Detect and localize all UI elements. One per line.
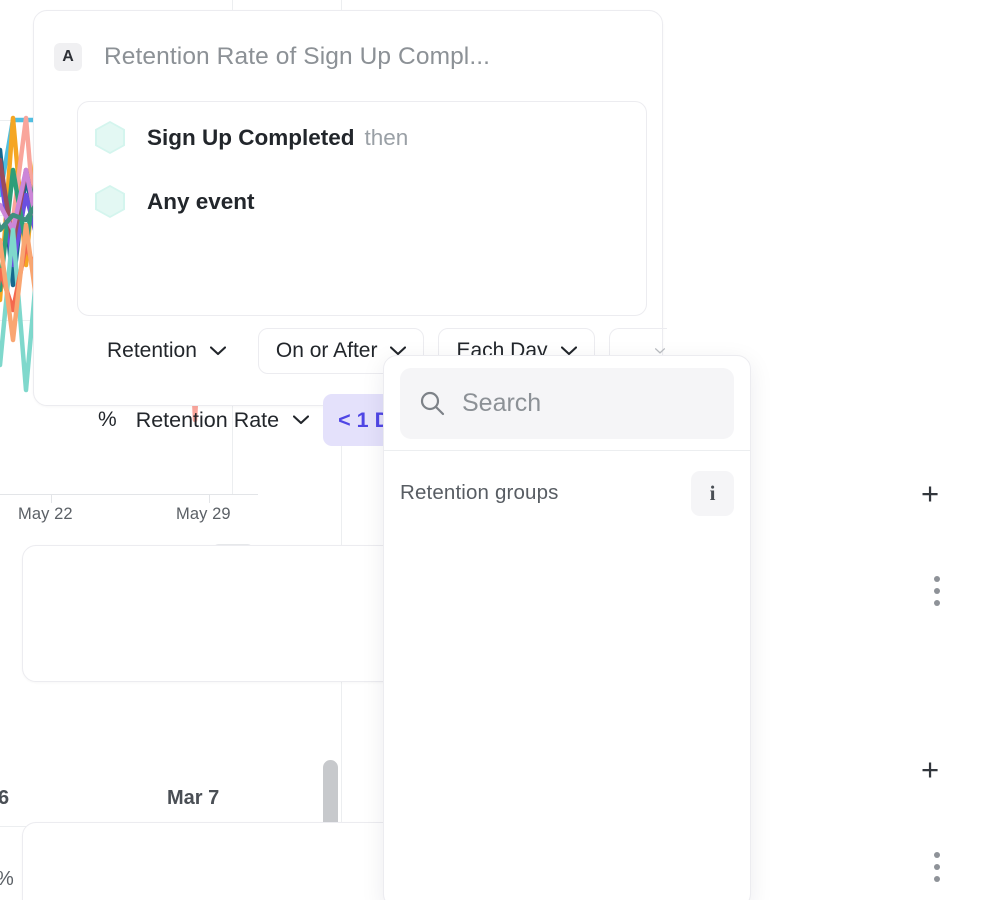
dropdown-group-label: Retention groups xyxy=(400,481,559,504)
x-axis-label-0: May 22 xyxy=(18,505,73,523)
dropdown-search-row xyxy=(384,356,750,451)
chevron-down-icon[interactable] xyxy=(293,415,310,425)
x-axis-label-1: May 29 xyxy=(176,505,231,523)
event-row-1[interactable]: Any event xyxy=(95,185,255,218)
card-b-more-options-button[interactable] xyxy=(926,576,948,606)
event-name-1[interactable]: Any event xyxy=(147,188,255,214)
card-c-more-options-button[interactable] xyxy=(926,852,948,882)
card-a-query-builder: Sign Up Completed then Any event Retenti… xyxy=(77,101,667,446)
event-connector-0: then xyxy=(364,124,409,150)
table-cell-partial: % xyxy=(0,868,14,891)
chevron-down-icon xyxy=(560,346,577,356)
add-query-button[interactable]: + xyxy=(920,476,940,511)
chevron-down-icon xyxy=(654,346,665,356)
search-box[interactable] xyxy=(400,367,734,439)
metric-name-label[interactable]: Retention Rate xyxy=(135,407,280,432)
panel-divider xyxy=(341,0,342,900)
table-header-cell-partial: 6 xyxy=(0,787,10,809)
add-query-button[interactable]: + xyxy=(920,752,940,787)
query-card-a: A Retention Rate of Sign Up Compl... Sig… xyxy=(33,10,667,446)
percent-icon: % xyxy=(98,408,117,431)
search-icon xyxy=(418,389,446,417)
retention-group-dropdown: Retention groups i < 1 Day Day 1 Day 2 D… xyxy=(383,355,751,900)
chevron-down-icon xyxy=(390,346,407,356)
chip-on-or-after-label: On or After xyxy=(275,339,378,362)
chip-retention-type[interactable]: Retention xyxy=(89,328,244,374)
dropdown-group-header: Retention groups i xyxy=(384,451,750,535)
hexagon-event-icon xyxy=(95,185,125,218)
chip-retention-type-label: Retention xyxy=(107,339,197,362)
table-header-row xyxy=(0,775,320,827)
event-name-0[interactable]: Sign Up Completed xyxy=(147,124,355,150)
hexagon-event-icon xyxy=(95,121,125,154)
card-a-title[interactable]: Retention Rate of Sign Up Compl... xyxy=(104,43,491,70)
event-row-0[interactable]: Sign Up Completed then xyxy=(95,121,408,154)
table-header-cell-date: Mar 7 xyxy=(167,787,220,809)
step-letter-badge: A xyxy=(54,43,82,71)
search-input[interactable] xyxy=(462,388,715,418)
card-a-header[interactable]: A Retention Rate of Sign Up Compl... xyxy=(34,11,662,103)
info-icon[interactable]: i xyxy=(691,470,734,516)
chevron-down-icon xyxy=(209,346,226,356)
